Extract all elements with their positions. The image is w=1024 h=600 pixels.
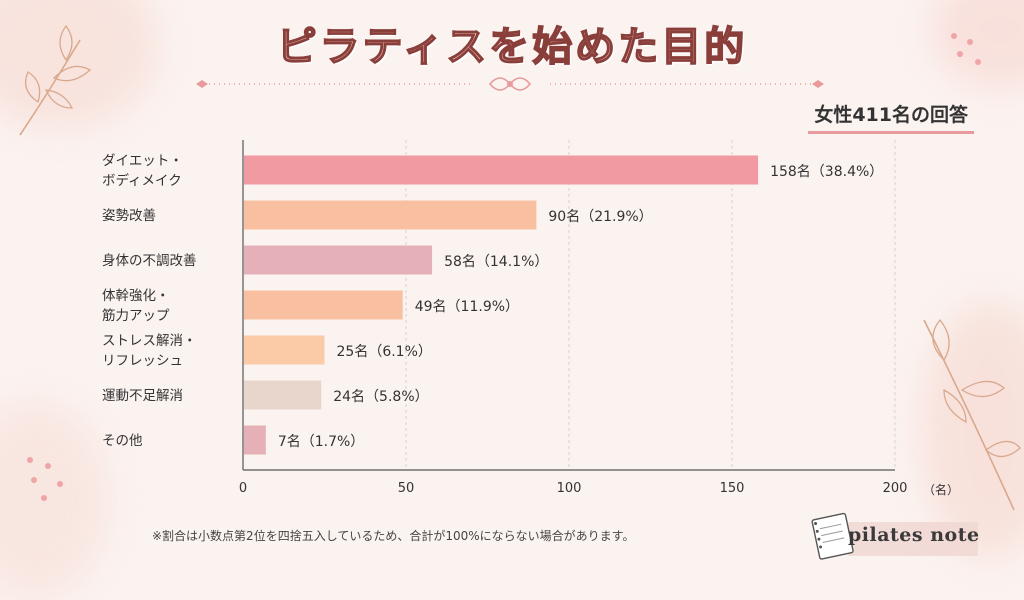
category-label: 身体の不調改善	[102, 253, 197, 269]
bar	[244, 380, 322, 410]
title-ornament-icon	[196, 77, 824, 91]
bar-data-label: 24名（5.8%）	[333, 389, 428, 405]
bar	[244, 290, 403, 320]
notebook-logo-icon	[811, 512, 978, 560]
bar-data-label: 49名（11.9%）	[415, 299, 519, 315]
brand-logo-text: pilates note	[848, 524, 980, 546]
category-label: 姿勢改善	[102, 208, 156, 224]
x-tick-label: 0	[239, 481, 247, 496]
bar	[244, 200, 537, 230]
footnote: ※割合は小数点第2位を四捨五入しているため、合計が100%にならない場合がありま…	[152, 529, 635, 543]
category-label: ストレス解消・	[102, 333, 197, 349]
category-label: 体幹強化・	[102, 287, 170, 304]
corner-decoration-bottom-right	[920, 300, 1024, 560]
bar-data-label: 90名（21.9%）	[548, 209, 652, 225]
bar-data-label: 158名（38.4%）	[770, 164, 883, 180]
dots-top-right-icon	[951, 33, 981, 65]
dots-bottom-left-icon	[27, 457, 63, 501]
bar-data-label: 25名（6.1%）	[337, 344, 432, 360]
bar-chart: 0 50 100 150 200 （名） 158名（38.4%） ダイエット・ボディメイク 90…	[102, 140, 959, 497]
category-label: 筋力アップ	[102, 307, 170, 324]
x-tick-label: 150	[720, 481, 745, 496]
respondents-subtitle: 女性411名の回答	[808, 100, 974, 134]
leaf-branch-bottom-right-icon	[923, 318, 1021, 511]
bar	[244, 155, 759, 185]
x-axis-unit: （名）	[923, 482, 959, 497]
bar-data-label: 58名（14.1%）	[444, 254, 548, 270]
bar	[244, 425, 266, 455]
x-tick-label: 200	[883, 481, 908, 496]
category-label: リフレッシュ	[102, 353, 183, 369]
bar-data-label: 7名（1.7%）	[278, 434, 364, 450]
category-label: 運動不足解消	[102, 388, 183, 404]
x-tick-label: 50	[398, 481, 415, 496]
bar	[244, 335, 325, 365]
leaf-branch-top-left-icon	[19, 24, 92, 136]
bar	[244, 245, 433, 275]
category-label: ボディメイク	[102, 172, 182, 189]
x-tick-label: 100	[557, 481, 582, 496]
category-label: ダイエット・	[102, 153, 183, 169]
category-label: その他	[102, 433, 143, 449]
chart-title: ピラティスを始めた目的	[276, 23, 748, 71]
